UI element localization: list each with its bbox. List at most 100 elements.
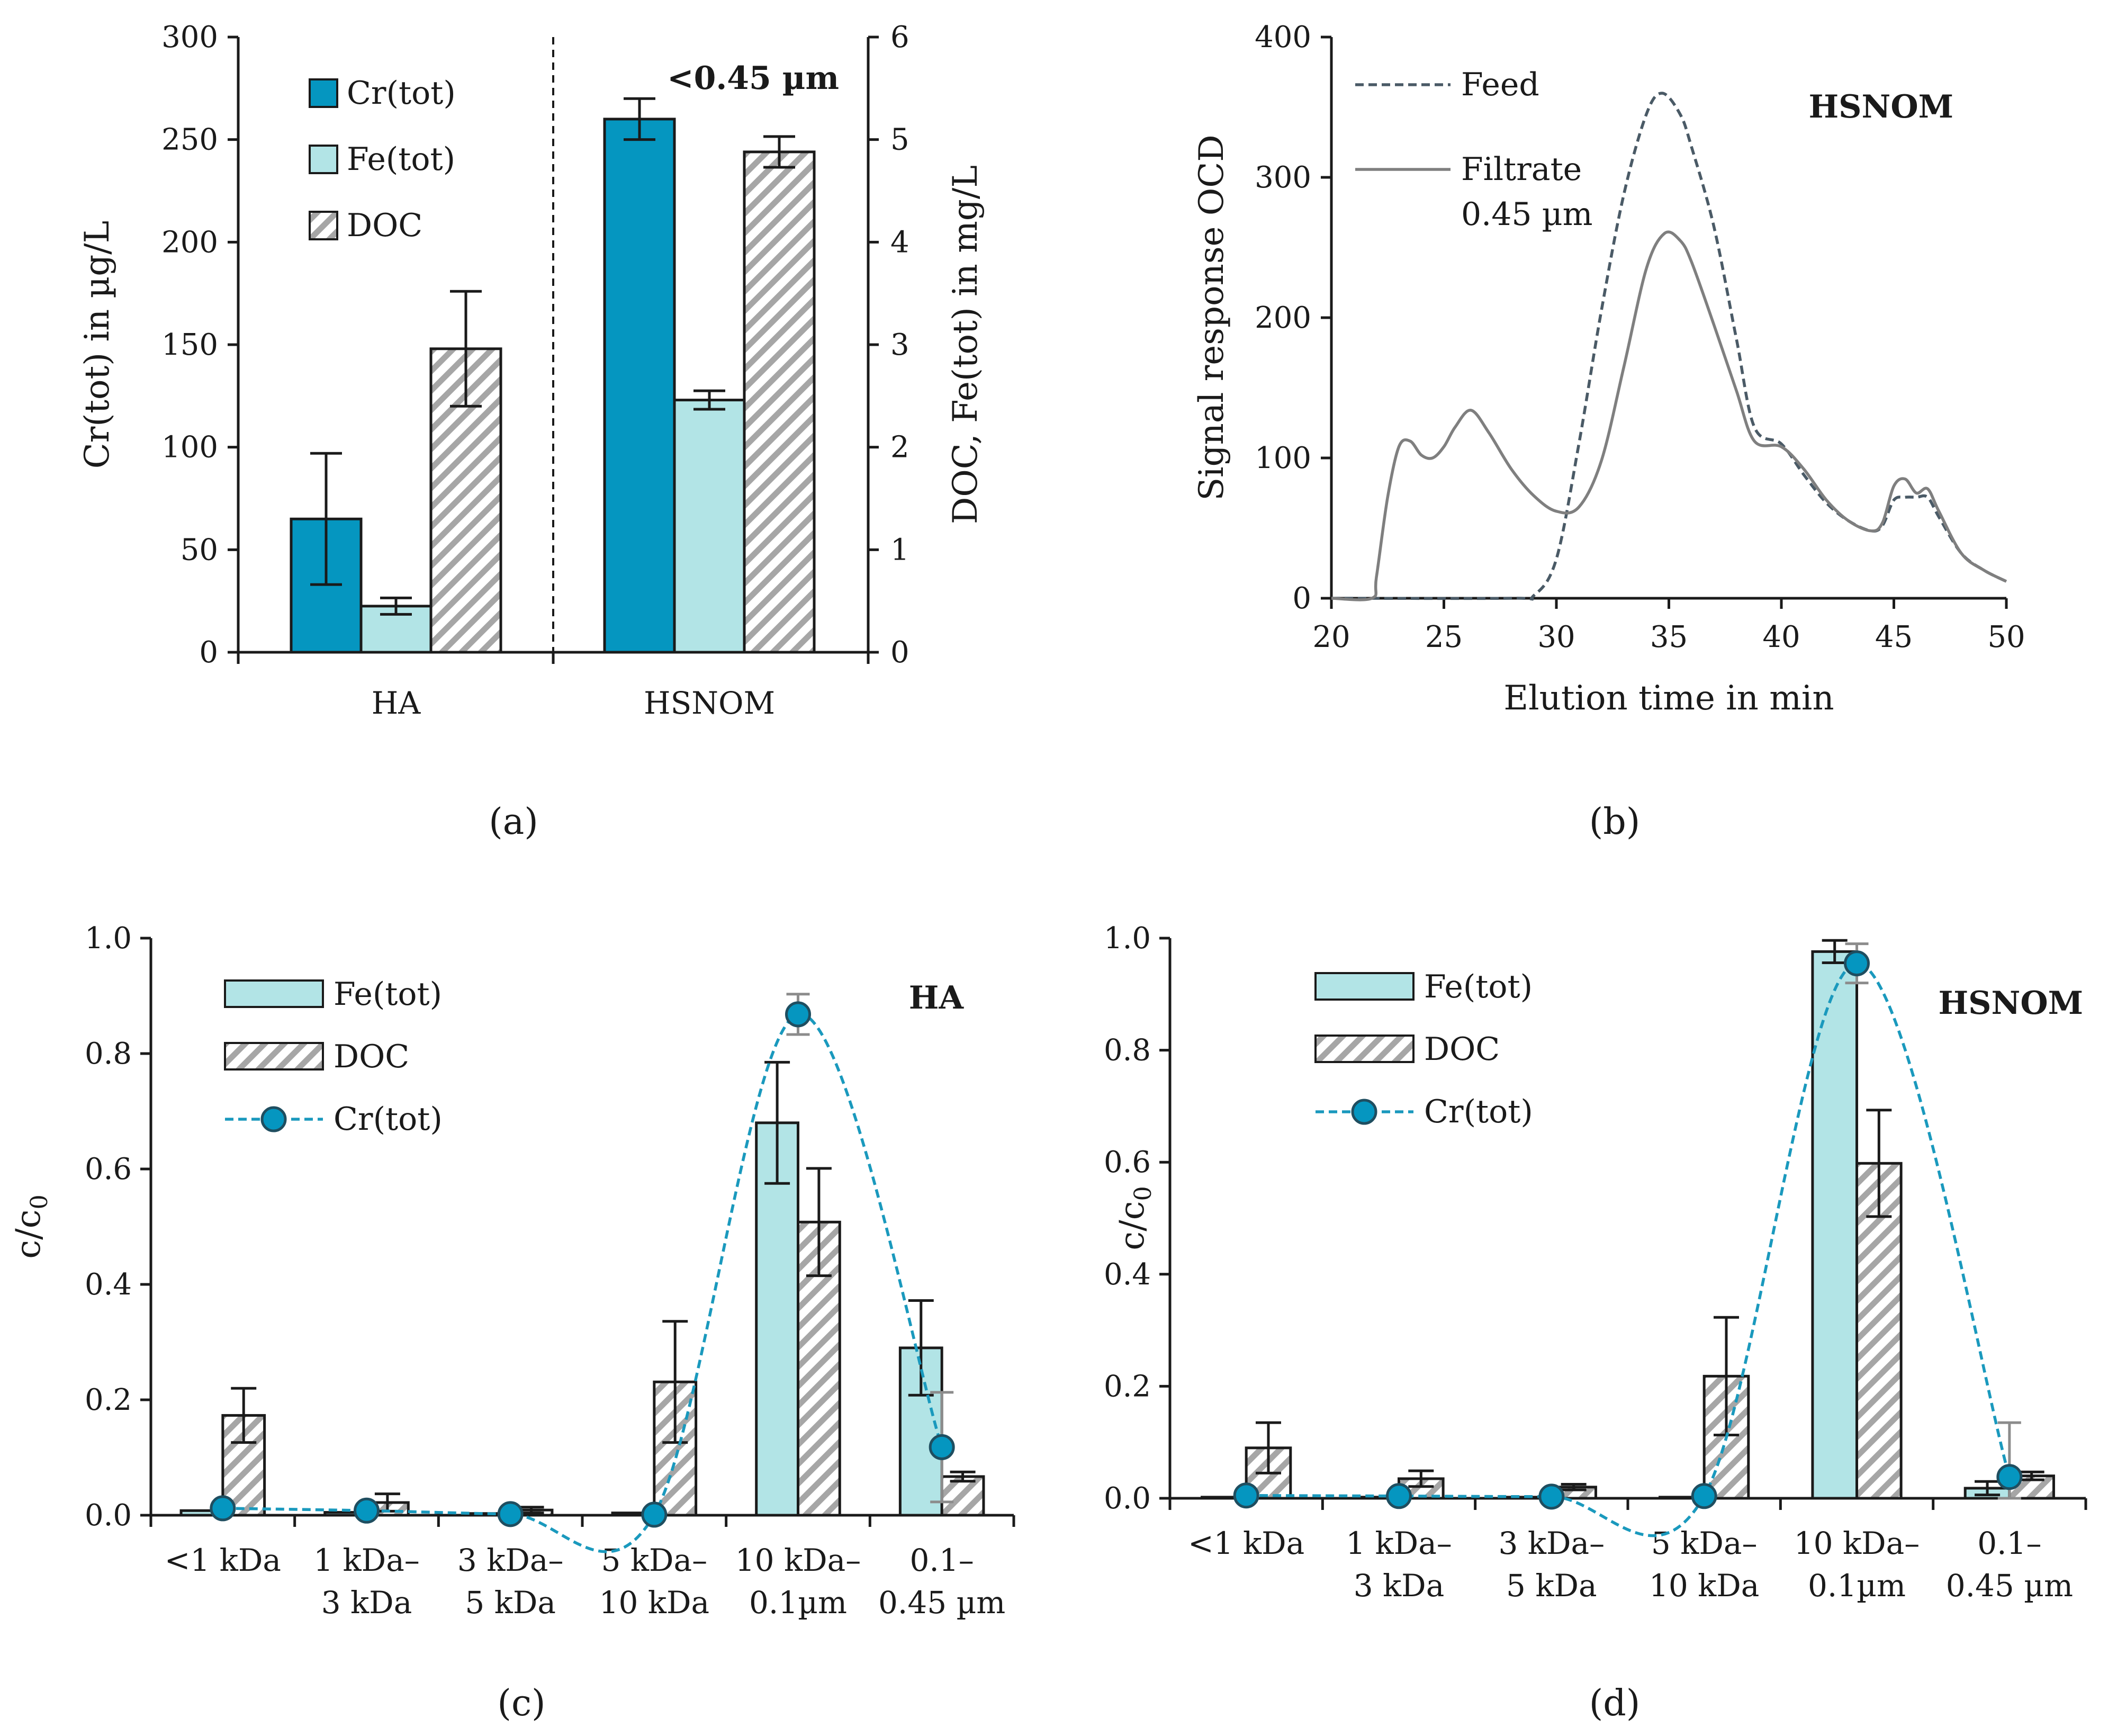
panel-d-category-label: 1 kDa– bbox=[1346, 1525, 1452, 1561]
panel-d-y-tick-label: 0.4 bbox=[1104, 1257, 1151, 1292]
panel-c-ylabel-main: c/c bbox=[9, 1209, 48, 1258]
panel-d-series-cr-line bbox=[1246, 961, 2011, 1537]
panel-a-left-tick-label: 250 bbox=[161, 123, 218, 157]
panel-b-x-tick-label: 20 bbox=[1312, 620, 1350, 654]
panel-d-legend-swatch-doc bbox=[1314, 1035, 1415, 1063]
panel-c-y-tick-label: 0.0 bbox=[85, 1498, 132, 1533]
panel-c-y-tick-label: 0.2 bbox=[85, 1383, 132, 1417]
panel-c-point-cr bbox=[641, 1501, 668, 1528]
panel-c-point-cr bbox=[210, 1495, 236, 1522]
panel-d-legend-label-fe: Fe(tot) bbox=[1424, 968, 1533, 1005]
panel-c-ylabel: c/c0 bbox=[9, 1194, 53, 1258]
panel-d-y-tick-label: 0.6 bbox=[1104, 1145, 1151, 1180]
panel-c-category-label: 5 kDa– bbox=[601, 1542, 708, 1578]
panel-d-chart: 0.0 0.2 0.4 0.6 0.8 1.0 <1 kDa 1 kDa– 3 kDa 3 kDa… bbox=[1104, 921, 2087, 1724]
panel-a-ylabel-right: DOC, Fe(tot) in mg/L bbox=[946, 165, 985, 524]
panel-d-y-tick-label: 0.0 bbox=[1104, 1481, 1151, 1516]
panel-c-point-cr bbox=[354, 1497, 380, 1524]
panel-a-right-tick-label: 0 bbox=[890, 635, 909, 670]
panel-a-right-tick-label: 5 bbox=[890, 123, 909, 157]
panel-a-legend-swatch bbox=[309, 78, 338, 108]
panel-b-series-Feed bbox=[1331, 92, 2007, 601]
panel-d-category-label: 0.1µm bbox=[1808, 1568, 1906, 1604]
panel-a-left-tick-label: 50 bbox=[181, 533, 218, 567]
panel-b-y-tick-label: 0 bbox=[1292, 581, 1311, 616]
panel-a-bar-Fe(tot) bbox=[673, 399, 746, 654]
panel-a-category-label: HA bbox=[372, 685, 421, 721]
panel-c-category-label: 10 kDa– bbox=[735, 1542, 861, 1578]
panel-d-ylabel-subscript: 0 bbox=[1130, 1186, 1157, 1201]
panel-d-category-label: 0.1– bbox=[1977, 1525, 2041, 1561]
panel-a-annotation: <0.45 µm bbox=[667, 60, 839, 97]
panel-a-right-tick-label: 4 bbox=[890, 225, 909, 259]
panel-c-y-tick-label: 0.6 bbox=[85, 1152, 132, 1186]
panel-c-point-cr bbox=[929, 1434, 955, 1460]
panel-d-category-label: 10 kDa bbox=[1649, 1568, 1759, 1604]
panel-a-right-tick-label: 2 bbox=[890, 430, 909, 465]
panel-c-point-cr bbox=[497, 1501, 524, 1527]
panel-d-category-label: 0.45 µm bbox=[1946, 1568, 2073, 1604]
panel-a-legend-swatch bbox=[309, 145, 338, 174]
panel-b-x-tick-label: 45 bbox=[1875, 620, 1913, 654]
panel-d-legend-label-cr: Cr(tot) bbox=[1424, 1093, 1533, 1130]
panel-d-y-tick-label: 0.2 bbox=[1104, 1369, 1151, 1404]
panel-b-label: (b) bbox=[1589, 801, 1641, 843]
panel-d-point-cr bbox=[1996, 1464, 2023, 1490]
panel-c-point-cr bbox=[785, 1001, 811, 1028]
panel-a-ylabel-left: Cr(tot) in µg/L bbox=[78, 221, 117, 469]
panel-b-y-tick-label: 300 bbox=[1255, 160, 1311, 195]
panel-a-chart: 0 50 100 150 200 250 300 0 1 2 3 4 5 6 HA HSNOM Cr(tot) … bbox=[78, 20, 985, 843]
panel-a-left-tick-label: 150 bbox=[161, 328, 218, 362]
panel-b-series-Filtrate bbox=[1331, 230, 2007, 601]
panel-a-legend-label: DOC bbox=[347, 207, 422, 244]
panel-a-left-tick-label: 200 bbox=[161, 225, 218, 259]
panel-b-ylabel: Signal response OCD bbox=[1192, 134, 1231, 500]
panel-d-legend-swatch-cr-point bbox=[1351, 1099, 1377, 1125]
panel-c-category-label: 1 kDa– bbox=[313, 1542, 420, 1578]
panel-d-point-cr bbox=[1844, 950, 1870, 977]
panel-d-ylabel: c/c0 bbox=[1113, 1186, 1157, 1250]
panel-c-y-tick-label: 1.0 bbox=[85, 921, 132, 956]
panel-c-category-label: 0.1µm bbox=[749, 1585, 847, 1621]
panel-d-annotation: HSNOM bbox=[1938, 985, 2083, 1022]
panel-d-point-cr bbox=[1233, 1482, 1259, 1509]
panel-a-bar-DOC bbox=[743, 150, 816, 654]
panel-b-legend-label-feed: Feed bbox=[1461, 66, 1539, 103]
panel-d-label: (d) bbox=[1589, 1683, 1641, 1724]
panel-c-annotation: HA bbox=[909, 979, 965, 1017]
panel-a-category-label: HSNOM bbox=[644, 685, 775, 721]
panel-a-label: (a) bbox=[489, 801, 538, 843]
panel-b-annotation: HSNOM bbox=[1808, 88, 1953, 125]
panel-a-legend-label: Fe(tot) bbox=[347, 141, 455, 178]
panel-d-category-label: 5 kDa– bbox=[1651, 1525, 1758, 1561]
panel-a-left-tick-label: 300 bbox=[161, 20, 218, 55]
panel-b-xlabel: Elution time in min bbox=[1503, 679, 1834, 718]
panel-d-legend-label-doc: DOC bbox=[1424, 1031, 1500, 1068]
panel-d-ylabel-main: c/c bbox=[1113, 1201, 1152, 1250]
panel-d-point-cr bbox=[1386, 1483, 1412, 1509]
panel-d-point-cr bbox=[1538, 1483, 1565, 1510]
panel-c-category-label: <1 kDa bbox=[165, 1542, 281, 1578]
panel-c-chart: 0.0 0.2 0.4 0.6 0.8 1.0 <1 kDa 1 kDa– 3 kDa 3 kDa… bbox=[9, 921, 1015, 1724]
panel-c-series-cr-line bbox=[222, 1013, 943, 1553]
panel-d-category-label: 3 kDa bbox=[1354, 1568, 1445, 1604]
panel-d-category-label: 3 kDa– bbox=[1499, 1525, 1605, 1561]
panel-b-chart: 0 100 200 300 400 20 25 30 35 40 45 50 Elution time … bbox=[1192, 20, 2025, 843]
panel-c-y-tick-label: 0.8 bbox=[85, 1037, 132, 1071]
panel-c-category-label: 3 kDa bbox=[321, 1585, 412, 1621]
panel-a-left-tick-label: 0 bbox=[199, 635, 218, 670]
panel-a-legend-label: Cr(tot) bbox=[347, 75, 456, 112]
panel-d-y-tick-label: 0.8 bbox=[1104, 1033, 1151, 1068]
panel-a-right-tick-label: 1 bbox=[890, 533, 909, 567]
panel-b-legend-label-filtrate: Filtrate bbox=[1461, 151, 1582, 188]
panel-b-x-tick-label: 30 bbox=[1537, 620, 1575, 654]
panel-c-legend-label-fe: Fe(tot) bbox=[334, 976, 442, 1013]
panel-b-y-tick-label: 100 bbox=[1255, 441, 1311, 475]
panel-c-legend-label-doc: DOC bbox=[334, 1038, 409, 1075]
panel-d-category-label: <1 kDa bbox=[1188, 1525, 1304, 1561]
panel-c-category-label: 10 kDa bbox=[599, 1585, 709, 1621]
panel-c-legend-swatch-fe bbox=[224, 979, 324, 1008]
panel-c-y-tick-label: 0.4 bbox=[85, 1267, 132, 1302]
panel-d-point-cr bbox=[1691, 1483, 1717, 1509]
